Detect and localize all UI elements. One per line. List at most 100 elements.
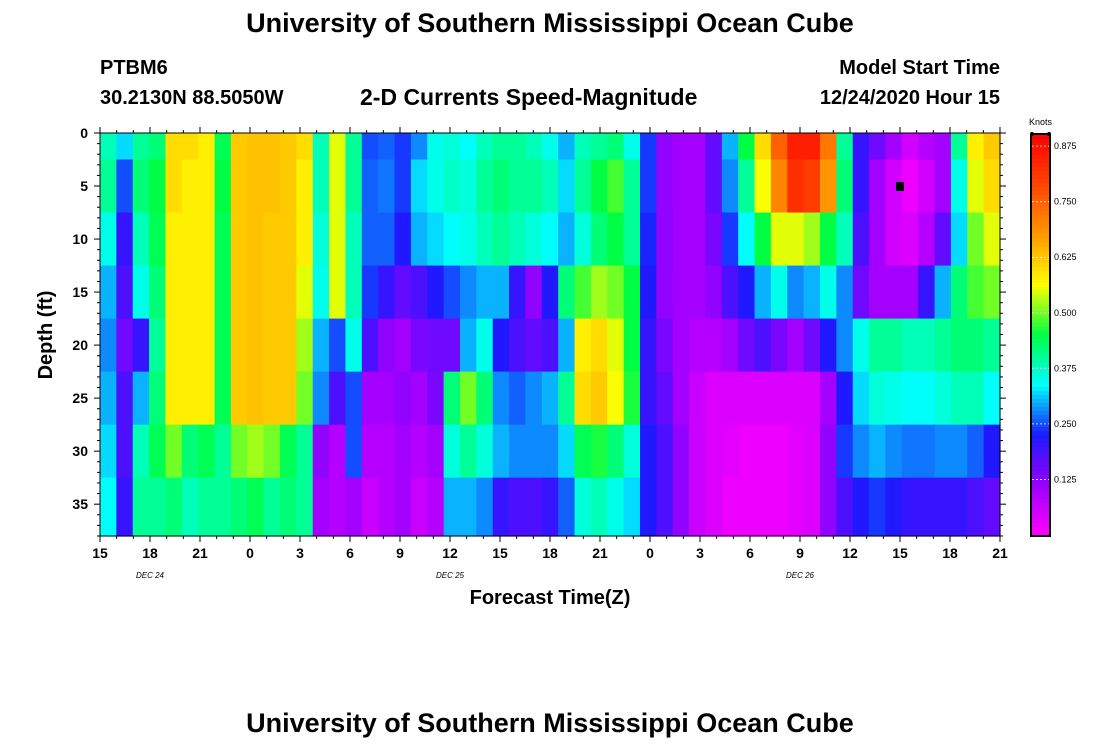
colorbar-segment xyxy=(1032,219,1049,224)
x-date-label: DEC 24 xyxy=(136,571,165,580)
heatmap-cell xyxy=(885,371,903,426)
colorbar-segment xyxy=(1032,427,1049,432)
heatmap-cell xyxy=(214,424,232,479)
heatmap-cell xyxy=(329,424,347,479)
heatmap-cell xyxy=(181,424,199,479)
y-tick-label: 0 xyxy=(80,125,88,141)
heatmap-cell xyxy=(132,212,150,267)
heatmap-cell xyxy=(214,212,232,267)
colorbar-tick-label: 0.250 xyxy=(1054,419,1077,429)
heatmap-cell xyxy=(476,371,494,426)
heatmap-cell xyxy=(934,159,952,214)
heatmap-cell xyxy=(623,159,641,214)
heatmap-cell xyxy=(329,265,347,320)
colorbar-segment xyxy=(1032,507,1049,512)
heatmap-cell xyxy=(672,477,690,537)
x-tick-label: 18 xyxy=(142,545,158,561)
heatmap-cell xyxy=(934,212,952,267)
heatmap-cell xyxy=(492,133,510,161)
heatmap-cell xyxy=(214,477,232,537)
heatmap-cell xyxy=(329,159,347,214)
heatmap-cell xyxy=(672,159,690,214)
heatmap-cell xyxy=(394,424,412,479)
heatmap-cell xyxy=(198,371,216,426)
heatmap-cell xyxy=(934,424,952,479)
heatmap-cell xyxy=(623,212,641,267)
heatmap-cell xyxy=(247,133,265,161)
heatmap-cell xyxy=(672,371,690,426)
colorbar-segment xyxy=(1032,527,1049,532)
heatmap-cell xyxy=(640,265,657,320)
colorbar-segment xyxy=(1032,315,1049,320)
colorbar-segment xyxy=(1032,195,1049,200)
heatmap-cell xyxy=(640,477,657,537)
heatmap-cell xyxy=(230,212,248,267)
heatmap-cell xyxy=(329,133,347,161)
heatmap-cell xyxy=(836,424,854,479)
heatmap-cell xyxy=(787,159,805,214)
colorbar-segment xyxy=(1032,279,1049,284)
heatmap-cell xyxy=(280,424,297,479)
heatmap-cell xyxy=(312,212,330,267)
heatmap-cell xyxy=(803,265,821,320)
heatmap-cell xyxy=(280,133,297,161)
colorbar-segment xyxy=(1032,479,1049,484)
footer-title: University of Southern Mississippi Ocean… xyxy=(246,708,854,738)
colorbar-segment xyxy=(1032,323,1049,328)
colorbar-segment xyxy=(1032,143,1049,148)
heatmap-cell xyxy=(607,212,625,267)
heatmap-cell xyxy=(427,265,445,320)
y-tick-label: 15 xyxy=(72,284,88,300)
colorbar-segment xyxy=(1032,175,1049,180)
colorbar-segment xyxy=(1032,171,1049,176)
heatmap-cell xyxy=(296,477,314,537)
heatmap-cell xyxy=(574,318,592,373)
heatmap-cell xyxy=(443,477,461,537)
station-coordinates: 30.2130N 88.5050W xyxy=(100,87,284,109)
heatmap-cell xyxy=(476,318,494,373)
heatmap-cell xyxy=(967,133,985,161)
colorbar-segment xyxy=(1032,491,1049,496)
heatmap-cell xyxy=(950,133,968,161)
heatmap-cell xyxy=(427,318,445,373)
heatmap-cell xyxy=(869,265,887,320)
heatmap-cell xyxy=(280,477,297,537)
heatmap-cell xyxy=(967,318,985,373)
heatmap-cell xyxy=(918,371,936,426)
colorbar-tick-label: 0.875 xyxy=(1054,141,1077,151)
heatmap-cell xyxy=(263,477,281,537)
heatmap-cell xyxy=(590,212,608,267)
heatmap-cell xyxy=(100,318,117,373)
heatmap-cell xyxy=(983,133,1001,161)
heatmap-cell xyxy=(492,265,510,320)
heatmap-cell xyxy=(590,477,608,537)
heatmap-cell xyxy=(869,133,887,161)
heatmap-cell xyxy=(574,212,592,267)
colorbar-segment xyxy=(1032,511,1049,516)
colorbar-segment xyxy=(1032,371,1049,376)
heatmap-cell xyxy=(787,424,805,479)
heatmap-cell xyxy=(345,265,363,320)
heatmap-cell xyxy=(820,265,837,320)
heatmap-cell xyxy=(296,371,314,426)
heatmap-cell xyxy=(738,159,756,214)
heatmap-cell xyxy=(558,265,576,320)
heatmap-cell xyxy=(738,133,756,161)
heatmap-cell xyxy=(149,318,167,373)
heatmap-cell xyxy=(509,212,527,267)
heatmap-cell xyxy=(689,212,707,267)
heatmap-cell xyxy=(116,318,134,373)
heatmap-cell xyxy=(754,159,772,214)
heatmap-cell xyxy=(803,371,821,426)
heatmap-cell xyxy=(149,477,167,537)
heatmap-cell xyxy=(394,265,412,320)
heatmap-cell xyxy=(770,159,788,214)
colorbar-segment xyxy=(1032,475,1049,480)
colorbar-segment xyxy=(1032,267,1049,272)
colorbar-segment xyxy=(1032,227,1049,232)
heatmap-cell xyxy=(509,159,527,214)
heatmap-cell xyxy=(280,371,297,426)
plot-frame xyxy=(99,132,1001,537)
heatmap-cell xyxy=(574,159,592,214)
heatmap-cell xyxy=(132,265,150,320)
